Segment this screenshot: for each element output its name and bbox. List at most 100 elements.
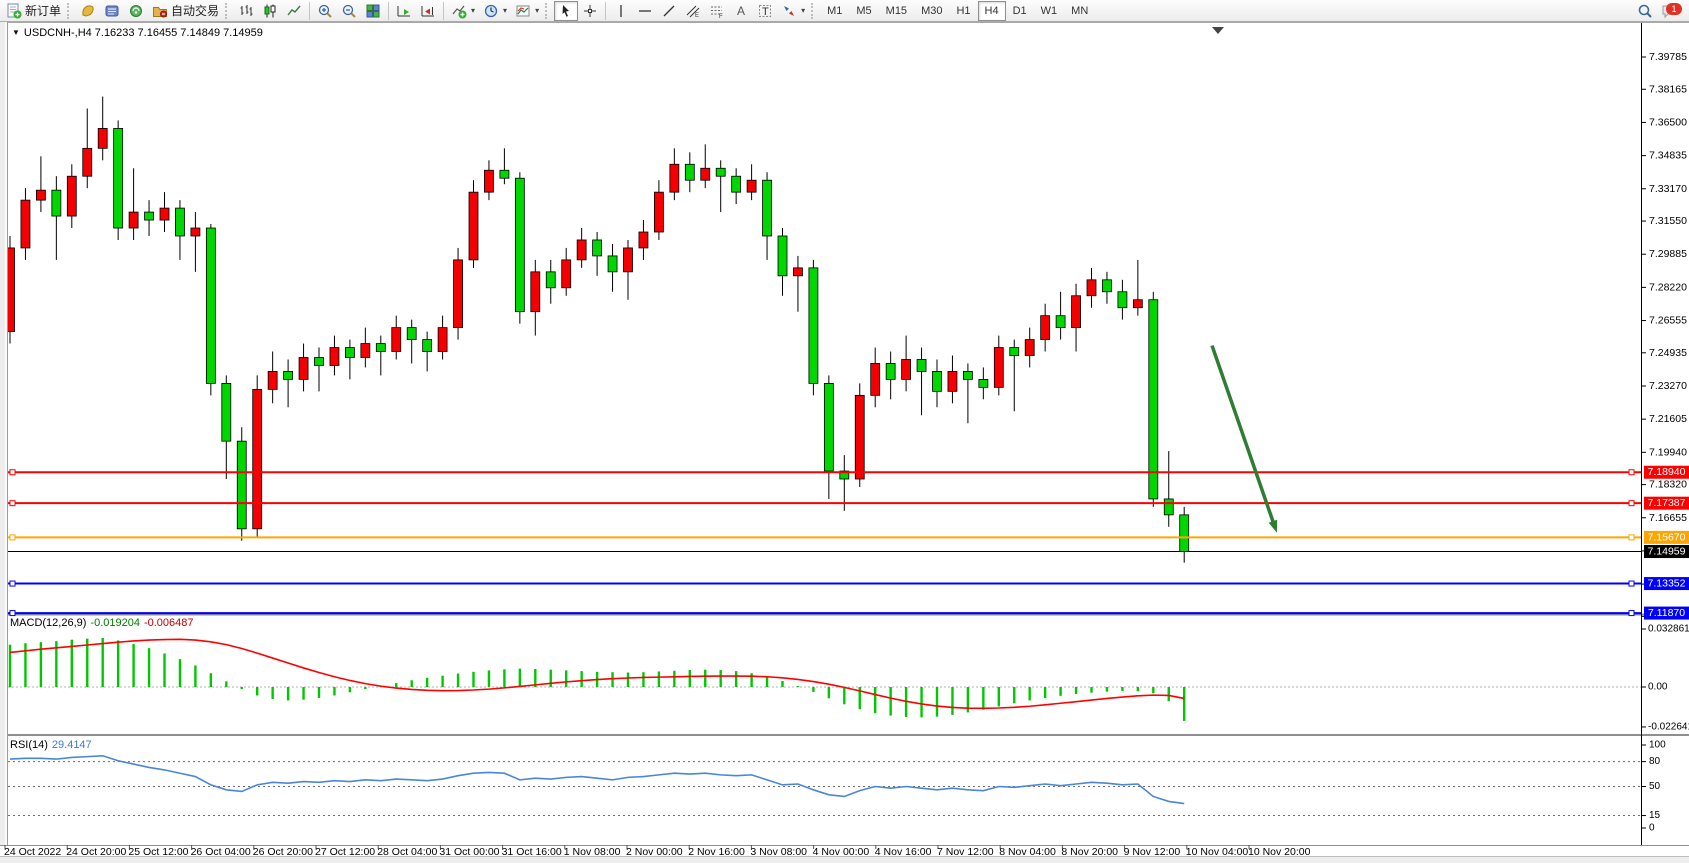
level-price-flags: 7.18940 7.17387 7.15670 7.14959 7.13352 7.118… [1644, 465, 1689, 620]
clock-icon [483, 3, 499, 19]
svg-text:A: A [737, 4, 745, 18]
crosshair-icon [582, 3, 598, 19]
timeframe-button-D1[interactable]: D1 [1006, 1, 1034, 21]
horizontal-line-tool-button[interactable] [633, 1, 657, 21]
toolbar-grip [811, 2, 816, 19]
svg-text:7.39785: 7.39785 [1649, 51, 1687, 63]
trendline-icon [661, 3, 677, 19]
toolbar-separator [443, 1, 445, 20]
templates-button[interactable]: ▾ [511, 1, 543, 21]
svg-text:80: 80 [1649, 756, 1661, 767]
timeframe-button-W1[interactable]: W1 [1034, 1, 1065, 21]
label-icon: T [757, 3, 773, 19]
line-chart-mode-button[interactable] [282, 1, 306, 21]
timeframe-button-M5[interactable]: M5 [849, 1, 878, 21]
toolbar-separator [309, 1, 311, 20]
vertical-line-tool-button[interactable] [609, 1, 633, 21]
toolbar-grip [67, 2, 72, 19]
tile-windows-button[interactable] [361, 1, 385, 21]
zoom-in-button[interactable] [313, 1, 337, 21]
svg-text:2 Nov 00:00: 2 Nov 00:00 [626, 846, 683, 858]
indicators-icon [451, 3, 467, 19]
horizontal-level-lines[interactable] [8, 469, 1641, 617]
zoom-out-button[interactable] [337, 1, 361, 21]
vertical-line-icon [613, 3, 629, 19]
window-bottom-edge [0, 856, 1689, 863]
chart-ohlc-header: ▼ USDCNH-,H4 7.16233 7.16455 7.14849 7.14959 [12, 27, 266, 39]
search-button[interactable] [1633, 1, 1657, 21]
timeframe-button-M1[interactable]: M1 [820, 1, 849, 21]
indicators-button[interactable]: ▾ [447, 1, 479, 21]
notifications-button[interactable]: 1 [1657, 1, 1683, 21]
svg-text:0: 0 [1649, 823, 1655, 834]
auto-scroll-button[interactable] [392, 1, 416, 21]
svg-text:7.15670: 7.15670 [1648, 531, 1686, 543]
channel-tool-button[interactable]: E [681, 1, 705, 21]
macd-panel[interactable]: 0.032861 0.00 -0.022641 [8, 624, 1689, 733]
timeframe-button-M30[interactable]: M30 [914, 1, 949, 21]
trendline-tool-button[interactable] [657, 1, 681, 21]
data-window-button[interactable] [100, 1, 124, 21]
notification-badge: 1 [1666, 2, 1682, 15]
svg-text:24 Oct 2022: 24 Oct 2022 [4, 846, 61, 858]
cursor-tool-button[interactable] [554, 0, 579, 21]
autotrading-button[interactable]: 自动交易 [148, 1, 223, 21]
svg-text:7.21605: 7.21605 [1649, 413, 1687, 425]
svg-text:7.19940: 7.19940 [1649, 446, 1687, 458]
timeframe-button-M15[interactable]: M15 [879, 1, 914, 21]
new-order-label: 新订单 [25, 4, 62, 18]
crosshair-tool-button[interactable] [578, 1, 602, 21]
toolbar-grip [225, 2, 230, 19]
timeframe-button-H1[interactable]: H1 [949, 1, 977, 21]
time-axis[interactable]: 24 Oct 2022 24 Oct 20:00 25 Oct 12:00 26 Oc… [4, 845, 1311, 858]
svg-text:1 Nov 08:00: 1 Nov 08:00 [564, 846, 621, 858]
timeframe-button-H4[interactable]: H4 [977, 0, 1006, 21]
rsi-name: RSI(14) [10, 739, 48, 751]
text-tool-button[interactable]: A [729, 1, 753, 21]
svg-text:0.032861: 0.032861 [1648, 624, 1689, 635]
trend-arrow-annotation[interactable] [1210, 344, 1278, 533]
svg-text:7.14959: 7.14959 [1648, 546, 1686, 558]
navigator-button[interactable] [124, 1, 148, 21]
periods-button[interactable]: ▾ [479, 1, 511, 21]
cursor-icon [558, 3, 574, 19]
svg-text:100: 100 [1649, 740, 1666, 751]
zoom-in-icon [317, 3, 333, 19]
svg-text:7.11870: 7.11870 [1648, 607, 1685, 619]
svg-text:7.38165: 7.38165 [1649, 83, 1687, 95]
fibonacci-icon: F [709, 3, 725, 19]
svg-text:31 Oct 00:00: 31 Oct 00:00 [439, 846, 499, 858]
rsi-panel[interactable]: 100 80 50 15 0 [8, 740, 1666, 834]
svg-text:E: E [695, 13, 699, 19]
svg-text:28 Oct 04:00: 28 Oct 04:00 [377, 846, 437, 858]
market-watch-icon [80, 3, 96, 19]
new-order-button[interactable]: 新订单 [2, 1, 65, 21]
candlestick-series[interactable] [5, 96, 1190, 563]
macd-name: MACD(12,26,9) [10, 617, 87, 629]
arrows-tool-button[interactable]: ▾ [777, 1, 809, 21]
svg-text:24 Oct 20:00: 24 Oct 20:00 [66, 846, 126, 858]
svg-text:7.33170: 7.33170 [1649, 183, 1687, 195]
candlestick-mode-button[interactable] [258, 1, 282, 21]
market-watch-button[interactable] [76, 1, 100, 21]
bar-chart-mode-button[interactable] [234, 1, 258, 21]
svg-text:31 Oct 16:00: 31 Oct 16:00 [502, 846, 562, 858]
timeframe-button-MN[interactable]: MN [1064, 1, 1095, 21]
svg-text:7.36500: 7.36500 [1649, 116, 1687, 128]
high-value: 7.16455 [137, 27, 178, 39]
navigator-icon [128, 3, 144, 19]
chart-frame [0, 22, 1689, 857]
collapse-triangle-icon: ▼ [12, 28, 20, 37]
horizontal-line-icon [637, 3, 653, 19]
label-tool-button[interactable]: T [753, 1, 777, 21]
svg-text:7.28220: 7.28220 [1649, 281, 1687, 293]
toolbar-grip [545, 2, 550, 19]
fibonacci-tool-button[interactable]: F [705, 1, 729, 21]
channel-icon: E [685, 3, 701, 19]
chart-shift-button[interactable] [416, 1, 440, 21]
chart-shift-marker-icon[interactable] [1212, 27, 1224, 34]
svg-text:4 Nov 16:00: 4 Nov 16:00 [875, 846, 932, 858]
timeframe-toolbar: M1 M5 M15 M30 H1 H4 D1 W1 MN [820, 0, 1095, 21]
svg-text:F: F [719, 14, 723, 19]
